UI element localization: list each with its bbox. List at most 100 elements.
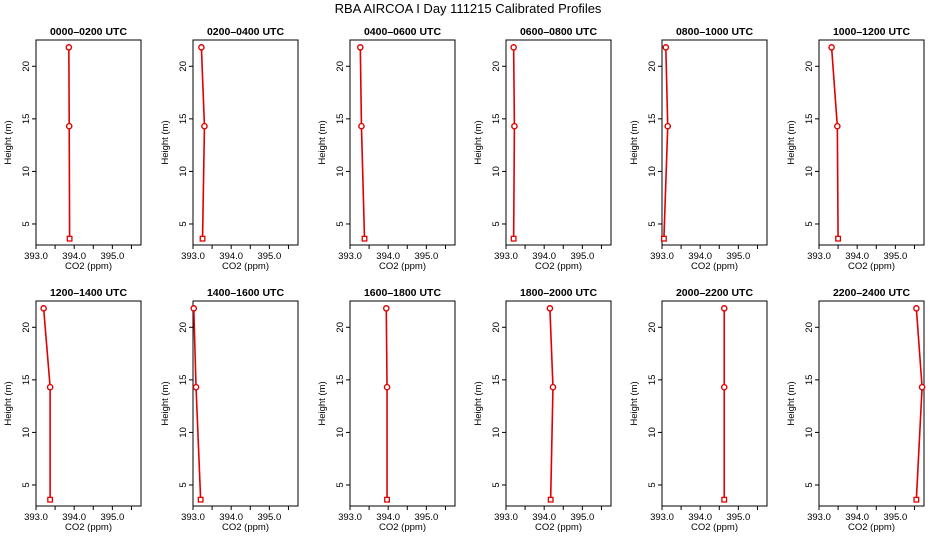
y-tick-label: 15	[178, 375, 189, 386]
profile-point	[357, 44, 364, 51]
y-axis-label: Height (m)	[786, 120, 797, 164]
plot-frame	[505, 300, 612, 507]
profile-point	[510, 44, 517, 51]
x-tick-label: 395.0	[257, 251, 281, 262]
panel-title: 1400–1600 UTC	[207, 287, 284, 299]
panel-title: 0200–0400 UTC	[207, 26, 284, 38]
y-tick-label: 5	[491, 482, 502, 487]
x-tick-label: 393.0	[494, 251, 518, 262]
x-tick-label: 393.0	[650, 251, 674, 262]
x-axis-label: CO2 (ppm)	[535, 522, 582, 533]
y-tick-label: 20	[804, 61, 815, 72]
x-tick-label: 394.0	[532, 251, 556, 262]
plot-frame	[349, 39, 456, 246]
y-tick-label: 20	[491, 322, 502, 333]
x-axis-label: CO2 (ppm)	[65, 261, 112, 272]
profile-point	[828, 44, 835, 51]
plot-frame	[818, 39, 925, 246]
y-axis-label: Height (m)	[473, 381, 484, 425]
x-axis-label: CO2 (ppm)	[65, 522, 112, 533]
y-tick-label: 20	[178, 61, 189, 72]
x-tick-label: 395.0	[100, 251, 124, 262]
x-tick-label: 395.0	[414, 512, 438, 523]
x-tick-label: 394.0	[845, 512, 869, 523]
y-tick-label: 20	[335, 61, 346, 72]
y-tick-label: 10	[21, 427, 32, 438]
x-tick-label: 393.0	[24, 512, 48, 523]
profile-point	[511, 122, 518, 130]
y-tick-label: 20	[21, 61, 32, 72]
profile-point	[664, 122, 672, 130]
profile-point	[383, 383, 391, 391]
y-tick-label: 10	[647, 166, 658, 177]
x-axis-label: CO2 (ppm)	[222, 522, 269, 533]
x-tick-label: 394.0	[376, 251, 400, 262]
profile-point	[913, 496, 920, 503]
y-tick-label: 15	[178, 114, 189, 125]
y-tick-label: 15	[21, 114, 32, 125]
y-tick-label: 5	[178, 221, 189, 226]
y-tick-label: 10	[178, 166, 189, 177]
y-tick-label: 15	[804, 114, 815, 125]
y-tick-label: 20	[647, 61, 658, 72]
profile-point	[197, 496, 204, 503]
y-tick-label: 10	[804, 427, 815, 438]
profile-point	[918, 383, 926, 391]
y-axis-label: Height (m)	[160, 120, 171, 164]
x-tick-label: 395.0	[257, 512, 281, 523]
y-tick-label: 15	[647, 375, 658, 386]
profile-point	[834, 122, 841, 130]
y-tick-label: 20	[178, 322, 189, 333]
x-tick-label: 394.0	[532, 512, 556, 523]
profile-point	[46, 383, 54, 391]
panel-title: 2000–2200 UTC	[676, 287, 753, 299]
panel-title: 1200–1400 UTC	[50, 287, 127, 299]
profile-line	[830, 47, 839, 239]
profile-point	[510, 235, 517, 242]
y-tick-label: 10	[335, 166, 346, 177]
y-tick-label: 10	[21, 166, 32, 177]
x-axis-label: CO2 (ppm)	[691, 261, 738, 272]
profile-line	[549, 308, 554, 500]
profile-point	[662, 44, 670, 51]
y-tick-label: 15	[491, 114, 502, 125]
y-tick-label: 5	[335, 221, 346, 226]
y-tick-label: 20	[647, 322, 658, 333]
y-tick-label: 10	[335, 427, 346, 438]
x-axis-label: CO2 (ppm)	[379, 261, 426, 272]
profile-point	[198, 44, 205, 51]
profile-line	[68, 47, 71, 239]
panel-title: 0800–1000 UTC	[676, 26, 753, 38]
profile-line	[385, 308, 388, 500]
y-tick-label: 15	[21, 375, 32, 386]
profile-line	[192, 308, 202, 500]
y-tick-label: 20	[335, 322, 346, 333]
y-axis-label: Height (m)	[3, 120, 14, 164]
profile-point	[201, 122, 208, 130]
profile-point	[382, 305, 390, 312]
profile-point	[65, 122, 73, 130]
x-tick-label: 393.0	[181, 512, 205, 523]
x-tick-label: 393.0	[807, 512, 831, 523]
x-tick-label: 395.0	[570, 512, 594, 523]
y-axis-label: Height (m)	[786, 381, 797, 425]
profile-line	[512, 47, 516, 239]
y-tick-label: 5	[804, 221, 815, 226]
x-axis-label: CO2 (ppm)	[379, 522, 426, 533]
y-tick-label: 10	[804, 166, 815, 177]
profile-point	[549, 383, 557, 391]
plot-frame	[35, 39, 142, 246]
x-tick-label: 394.0	[688, 251, 712, 262]
plot-frame	[192, 39, 299, 246]
x-tick-label: 394.0	[219, 251, 243, 262]
x-tick-label: 394.0	[62, 251, 86, 262]
profile-point	[199, 235, 206, 242]
x-axis-label: CO2 (ppm)	[535, 261, 582, 272]
panel-title: 1600–1800 UTC	[364, 287, 441, 299]
